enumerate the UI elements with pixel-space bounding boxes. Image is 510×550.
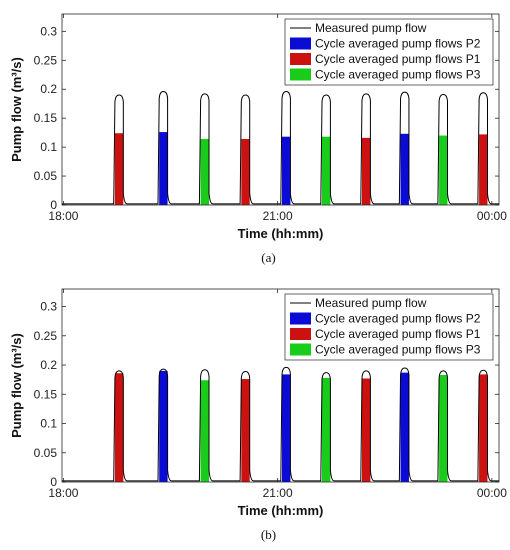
legend-box (284, 18, 494, 86)
legend-label: Cycle averaged pump flows P2 (315, 37, 481, 51)
plot-content (62, 366, 499, 482)
legend-box (284, 293, 494, 361)
chart-panel-b: 0 0.05 0.1 0.15 0.2 0.25 0.3 18:00 21:00 00:00 Tim… (9, 288, 507, 542)
y-axis-label: Pump flow (m³/s) (9, 57, 24, 162)
legend-label: Cycle averaged pump flows P1 (315, 52, 481, 66)
panel-caption: (b) (261, 527, 276, 542)
averaged-flow-bar-p1-10 (479, 374, 488, 482)
averaged-flow-bar-p3-9 (439, 135, 448, 205)
averaged-flow-bar-p3-9 (439, 374, 448, 482)
averaged-flow-bar-p3-6 (322, 377, 331, 482)
y-tick-label: 0.1 (40, 417, 57, 431)
averaged-flow-bar-p1-1 (114, 373, 124, 482)
y-tick-label: 0.2 (40, 82, 57, 96)
legend-swatch-p3 (290, 343, 311, 356)
averaged-flow-bar-p3-6 (322, 136, 331, 205)
averaged-flow-bar-p2-5 (282, 374, 291, 482)
averaged-flow-bar-p1-1 (114, 133, 124, 205)
x-tick-label: 00:00 (477, 486, 507, 500)
x-axis-label: Time (hh:mm) (238, 503, 324, 518)
legend-swatch-p3 (290, 68, 311, 81)
averaged-flow-bar-p3-3 (200, 380, 210, 482)
plot-content (62, 91, 499, 205)
y-tick-label: 0.15 (34, 387, 58, 401)
y-tick-label: 0.25 (34, 53, 58, 67)
averaged-flow-bar-p2-2 (159, 132, 168, 205)
averaged-flow-bar-p1-10 (479, 134, 488, 205)
legend-swatch-p2 (290, 37, 311, 50)
axes-box (61, 13, 500, 206)
legend-swatch-p1 (290, 53, 311, 65)
averaged-flow-bar-p3-3 (200, 139, 210, 205)
chart-panel-a: 0 0.05 0.1 0.15 0.2 0.25 0.3 18:00 21:00 00:00 Tim… (9, 13, 507, 265)
y-tick-label: 0.25 (34, 329, 58, 343)
y-tick-label: 0.3 (40, 24, 57, 38)
y-tick-label: 0.05 (34, 446, 58, 460)
panel-caption: (a) (261, 250, 275, 265)
averaged-flow-bar-p2-8 (400, 372, 409, 482)
averaged-flow-bar-p1-7 (361, 137, 371, 205)
y-tick-label: 0.3 (40, 300, 57, 314)
averaged-flow-bar-p2-8 (400, 133, 409, 205)
averaged-flow-bar-p1-4 (241, 139, 250, 205)
legend-label: Measured pump flow (315, 21, 427, 35)
averaged-flow-bar-p1-4 (241, 379, 250, 482)
x-tick-label: 18:00 (48, 209, 78, 223)
y-tick-label: 0 (50, 198, 57, 212)
y-axis-label: Pump flow (m³/s) (9, 333, 24, 438)
y-tick-label: 0.15 (34, 111, 58, 125)
legend: Measured pump flow Cycle averaged pump fl… (284, 293, 494, 361)
x-tick-label: 18:00 (48, 486, 78, 500)
averaged-flow-bar-p1-7 (361, 378, 371, 482)
legend-label: Measured pump flow (315, 296, 427, 310)
x-axis-label: Time (hh:mm) (238, 226, 324, 241)
y-tick-label: 0.05 (34, 169, 58, 183)
y-tick-label: 0.1 (40, 140, 57, 154)
averaged-flow-bar-p2-5 (282, 136, 291, 205)
legend-swatch-p2 (290, 312, 311, 325)
legend: Measured pump flow Cycle averaged pump fl… (284, 18, 494, 86)
x-tick-label: 00:00 (477, 209, 507, 223)
averaged-flow-bar-p2-2 (159, 370, 168, 482)
legend-label: Cycle averaged pump flows P1 (315, 327, 481, 341)
measured-flow-line (62, 91, 499, 205)
x-tick-label: 21:00 (263, 486, 293, 500)
x-tick-label: 21:00 (263, 209, 293, 223)
legend-label: Cycle averaged pump flows P2 (315, 312, 481, 326)
legend-swatch-p1 (290, 328, 311, 340)
legend-label: Cycle averaged pump flows P3 (315, 68, 481, 82)
axes-box (61, 288, 500, 483)
measured-flow-line (62, 366, 499, 482)
legend-label: Cycle averaged pump flows P3 (315, 343, 481, 357)
y-tick-label: 0 (50, 475, 57, 489)
y-tick-label: 0.2 (40, 358, 57, 372)
